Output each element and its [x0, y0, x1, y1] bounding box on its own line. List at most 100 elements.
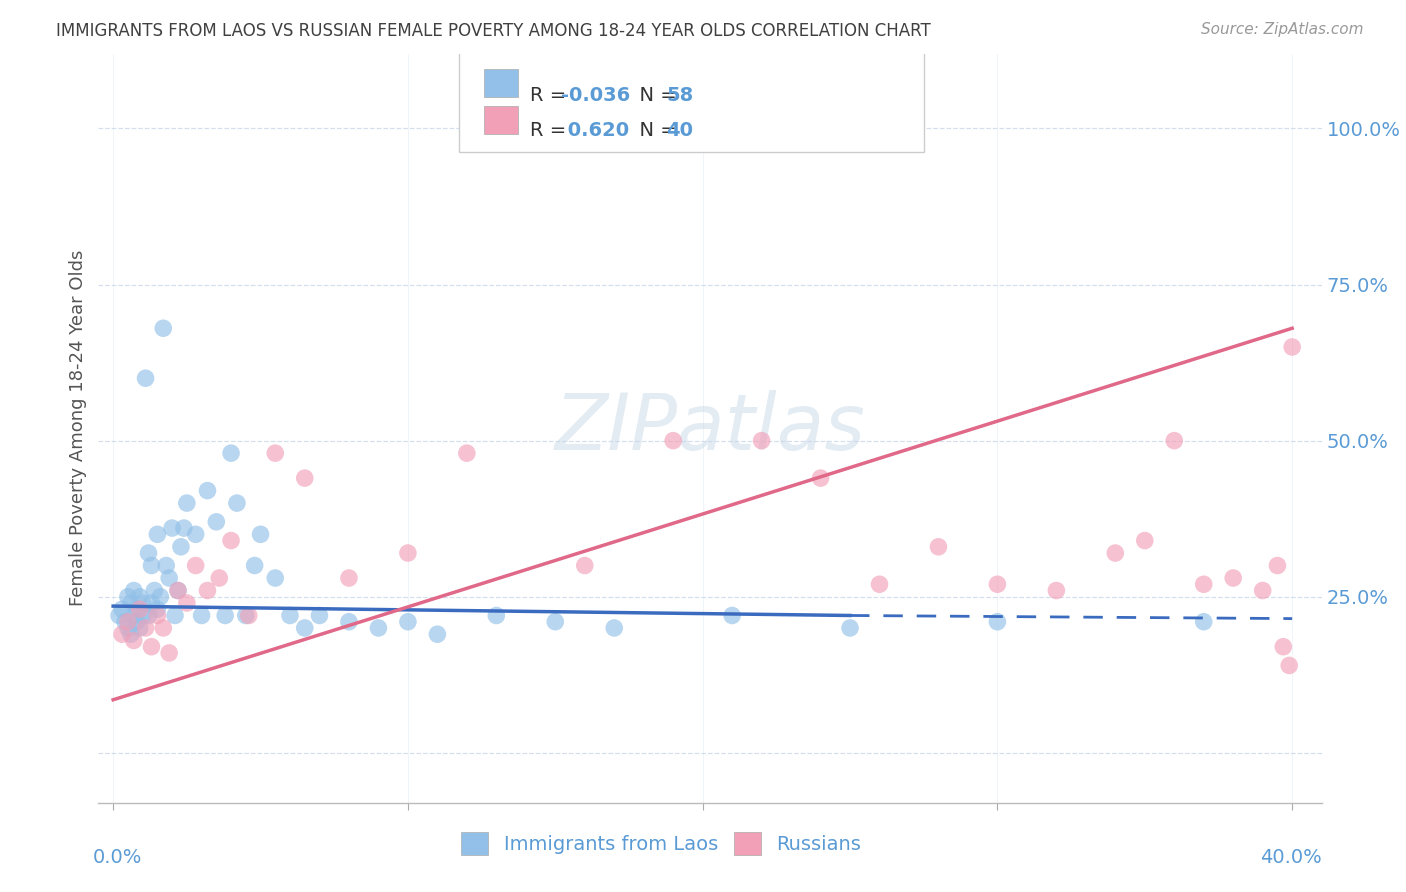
Point: [426, 627, 449, 641]
Point: [869, 577, 891, 591]
Point: [294, 471, 316, 485]
Text: Source: ZipAtlas.com: Source: ZipAtlas.com: [1201, 22, 1364, 37]
Point: [226, 496, 249, 510]
Point: [264, 571, 287, 585]
Point: [456, 446, 478, 460]
Point: [152, 321, 174, 335]
Point: [485, 608, 508, 623]
Point: [111, 602, 134, 616]
Point: [243, 558, 266, 573]
Point: [108, 608, 131, 623]
Point: [111, 627, 134, 641]
Point: [839, 621, 862, 635]
Point: [173, 521, 195, 535]
Point: [167, 583, 190, 598]
Point: [278, 608, 301, 623]
Point: [367, 621, 389, 635]
Point: [170, 540, 193, 554]
FancyBboxPatch shape: [484, 106, 517, 135]
Point: [515, 121, 537, 136]
Point: [238, 608, 260, 623]
Point: [176, 596, 198, 610]
Point: [986, 577, 1008, 591]
Point: [337, 615, 360, 629]
Point: [160, 521, 183, 535]
Text: R =: R =: [530, 86, 572, 104]
Point: [1192, 615, 1215, 629]
Point: [152, 621, 174, 635]
Point: [1272, 640, 1295, 654]
Point: [138, 608, 160, 623]
Point: [751, 434, 773, 448]
Point: [146, 608, 169, 623]
Point: [1278, 658, 1301, 673]
Text: 58: 58: [666, 86, 693, 104]
Point: [167, 583, 190, 598]
Point: [235, 608, 257, 623]
Point: [122, 583, 145, 598]
Point: [205, 515, 228, 529]
Point: [214, 608, 236, 623]
Point: [1192, 577, 1215, 591]
Point: [114, 615, 136, 629]
Point: [208, 571, 231, 585]
Point: [143, 583, 166, 598]
Point: [157, 646, 180, 660]
Text: 0.0%: 0.0%: [93, 847, 142, 867]
Point: [131, 608, 153, 623]
Text: 40.0%: 40.0%: [1260, 847, 1322, 867]
Text: N =: N =: [627, 86, 683, 104]
Point: [308, 608, 330, 623]
Point: [190, 608, 212, 623]
Point: [117, 615, 139, 629]
FancyBboxPatch shape: [460, 51, 924, 153]
Point: [157, 571, 180, 585]
Point: [219, 446, 242, 460]
Point: [138, 546, 160, 560]
Point: [810, 471, 832, 485]
Point: [927, 540, 949, 554]
Point: [122, 608, 145, 623]
Point: [1251, 583, 1274, 598]
Text: IMMIGRANTS FROM LAOS VS RUSSIAN FEMALE POVERTY AMONG 18-24 YEAR OLDS CORRELATION: IMMIGRANTS FROM LAOS VS RUSSIAN FEMALE P…: [56, 22, 931, 40]
Point: [125, 602, 148, 616]
Point: [1222, 571, 1244, 585]
Text: 40: 40: [666, 121, 693, 140]
Point: [128, 590, 150, 604]
Point: [149, 590, 172, 604]
Point: [146, 602, 169, 616]
Point: [986, 615, 1008, 629]
Point: [662, 434, 685, 448]
Point: [544, 615, 567, 629]
Point: [184, 558, 207, 573]
Point: [128, 602, 150, 616]
Point: [294, 621, 316, 635]
Point: [155, 558, 177, 573]
Text: 0.620: 0.620: [561, 121, 628, 140]
Point: [1104, 546, 1126, 560]
Point: [117, 590, 139, 604]
FancyBboxPatch shape: [484, 69, 517, 97]
Text: R =: R =: [530, 121, 572, 140]
Point: [125, 615, 148, 629]
Point: [721, 608, 744, 623]
Point: [1163, 434, 1185, 448]
Point: [396, 546, 419, 560]
Point: [120, 596, 142, 610]
Point: [135, 371, 157, 385]
Point: [337, 571, 360, 585]
Point: [1267, 558, 1289, 573]
Point: [131, 596, 153, 610]
Y-axis label: Female Poverty Among 18-24 Year Olds: Female Poverty Among 18-24 Year Olds: [69, 250, 87, 607]
Point: [197, 483, 219, 498]
Point: [1133, 533, 1156, 548]
Point: [219, 533, 242, 548]
Point: [176, 496, 198, 510]
Text: -0.036: -0.036: [561, 86, 630, 104]
Point: [249, 527, 271, 541]
Point: [122, 633, 145, 648]
Point: [141, 596, 163, 610]
Point: [120, 627, 142, 641]
Text: ZIPatlas: ZIPatlas: [554, 390, 866, 467]
Point: [141, 558, 163, 573]
